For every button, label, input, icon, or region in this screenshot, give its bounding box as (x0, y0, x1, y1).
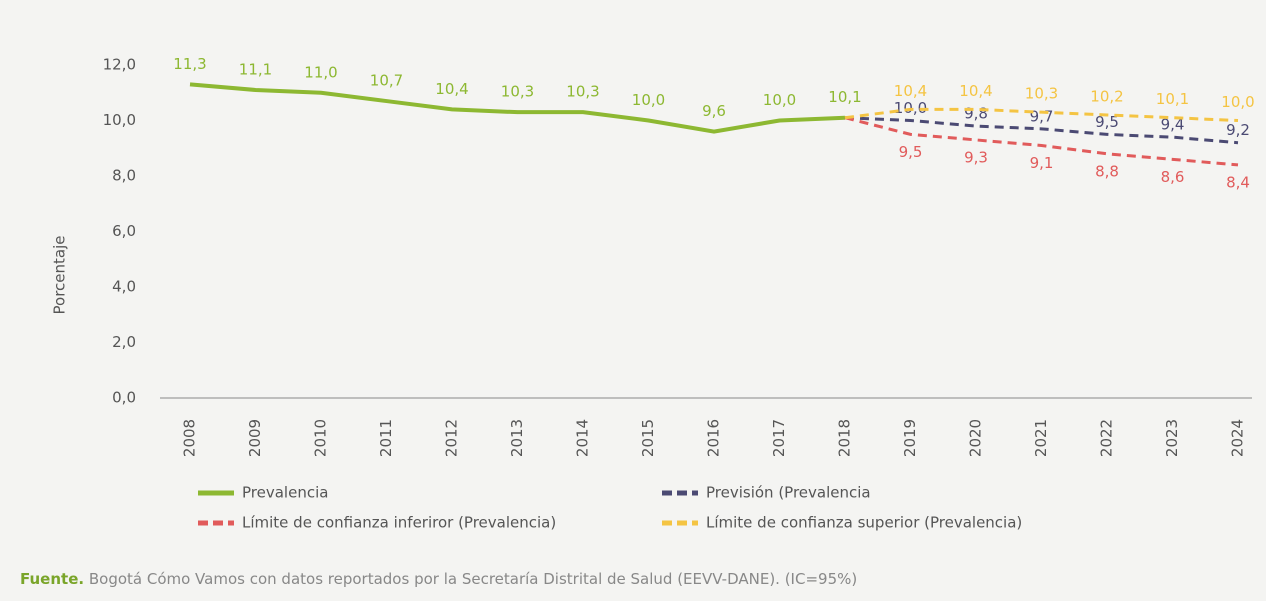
x-tick-label: 2021 (1032, 419, 1050, 457)
source-text: Bogotá Cómo Vamos con datos reportados p… (84, 570, 857, 588)
data-label: 9,5 (899, 143, 923, 161)
data-label: 10,4 (894, 82, 927, 100)
data-label: 10,1 (1156, 90, 1189, 108)
series-line (189, 82, 846, 134)
series-line (844, 116, 1239, 145)
y-tick-label: 12,0 (103, 56, 136, 74)
x-tick-label: 2024 (1229, 419, 1247, 457)
data-label: 9,2 (1226, 121, 1250, 139)
source: Fuente. Bogotá Cómo Vamos con datos repo… (20, 570, 857, 588)
data-label: 10,4 (435, 80, 468, 98)
x-tick-label: 2013 (508, 419, 526, 457)
data-label: 9,6 (702, 102, 726, 120)
x-tick-label: 2016 (705, 419, 723, 457)
data-label: 10,2 (1090, 87, 1123, 105)
data-label: 10,0 (763, 91, 796, 109)
x-tick-label: 2011 (377, 419, 395, 457)
legend-label: Límite de confianza inferiror (Prevalenc… (242, 514, 556, 532)
legend-label: Previsión (Prevalencia (706, 484, 871, 502)
x-tick-label: 2018 (836, 419, 854, 457)
x-tick-label: 2009 (246, 419, 264, 457)
x-tick-label: 2022 (1098, 419, 1116, 457)
data-label: 10,3 (566, 83, 599, 101)
source-label: Fuente. (20, 570, 84, 588)
data-label: 10,3 (1025, 85, 1058, 103)
data-label: 11,0 (304, 63, 337, 81)
x-tick-label: 2015 (639, 419, 657, 457)
y-tick-label: 4,0 (112, 278, 136, 296)
data-label: 9,4 (1161, 116, 1185, 134)
x-tick-label: 2014 (574, 419, 592, 457)
y-tick-label: 10,0 (103, 111, 136, 129)
y-tick-label: 2,0 (112, 333, 136, 351)
legend-label: Límite de confianza superior (Prevalenci… (706, 514, 1022, 532)
x-tick-label: 2019 (901, 419, 919, 457)
x-tick-label: 2010 (312, 419, 330, 457)
series-line (844, 107, 1239, 122)
data-label: 10,0 (632, 91, 665, 109)
data-label: 10,4 (959, 82, 992, 100)
data-label: 10,1 (828, 88, 861, 106)
legend-label: Prevalencia (242, 484, 328, 502)
y-axis-label: Porcentaje (51, 236, 69, 315)
data-label: 8,8 (1095, 162, 1119, 180)
y-tick-label: 6,0 (112, 222, 136, 240)
data-label: 9,1 (1030, 154, 1054, 172)
data-label: 9,8 (964, 105, 988, 123)
data-label: 9,3 (964, 148, 988, 166)
y-tick-label: 0,0 (112, 389, 136, 407)
x-tick-label: 2020 (967, 419, 985, 457)
x-tick-label: 2012 (443, 419, 461, 457)
data-label: 11,1 (239, 60, 272, 78)
data-label: 10,3 (501, 83, 534, 101)
x-tick-label: 2023 (1163, 419, 1181, 457)
data-label: 9,5 (1095, 113, 1119, 131)
y-tick-label: 8,0 (112, 167, 136, 185)
data-label: 10,7 (370, 72, 403, 90)
series-line (844, 116, 1239, 167)
x-tick-label: 2017 (770, 419, 788, 457)
data-label: 8,6 (1161, 168, 1185, 186)
data-label: 9,7 (1030, 107, 1054, 125)
data-label: 11,3 (173, 55, 206, 73)
data-label: 10,0 (1221, 93, 1254, 111)
data-label: 8,4 (1226, 173, 1250, 191)
x-tick-label: 2008 (181, 419, 199, 457)
